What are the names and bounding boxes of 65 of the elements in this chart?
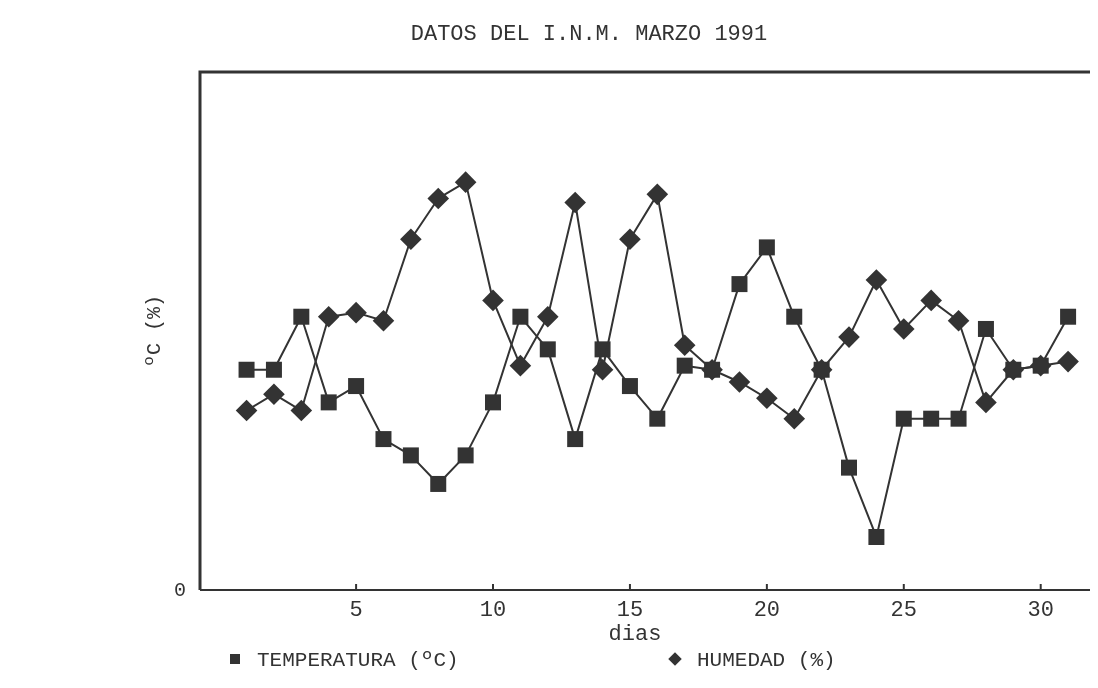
y-axis-title: ºC (%)	[143, 294, 166, 368]
point	[290, 399, 313, 422]
point	[372, 310, 395, 332]
point	[564, 191, 586, 214]
point	[758, 239, 775, 256]
point	[539, 341, 556, 358]
point	[238, 361, 255, 378]
point	[536, 305, 559, 328]
point	[728, 371, 751, 393]
point	[923, 410, 940, 427]
point	[673, 334, 696, 357]
point	[1060, 308, 1077, 325]
x-tick-label: 30	[1027, 598, 1054, 623]
point	[482, 289, 504, 312]
point	[567, 431, 584, 448]
point	[457, 447, 474, 464]
point	[947, 310, 970, 332]
point	[756, 387, 778, 410]
point	[317, 305, 340, 328]
point	[676, 357, 693, 374]
point	[920, 289, 942, 312]
point	[1057, 350, 1079, 373]
x-tick-label: 15	[616, 598, 644, 623]
point	[838, 326, 860, 348]
point	[977, 320, 994, 337]
legend-label: TEMPERATURA (ºC)	[257, 649, 459, 672]
point	[512, 308, 529, 325]
point	[892, 318, 915, 340]
point	[646, 183, 669, 206]
point	[265, 361, 282, 378]
x-tick-label: 5	[349, 598, 363, 623]
point	[485, 394, 502, 411]
point	[731, 276, 748, 293]
point	[454, 171, 477, 193]
point	[865, 269, 888, 291]
point	[950, 410, 967, 427]
legend-label: HUMEDAD (%)	[697, 649, 836, 672]
point	[621, 378, 638, 395]
x-axis-title: dias	[608, 622, 662, 647]
x-tick-label: 25	[890, 598, 917, 623]
point	[320, 394, 337, 411]
point	[345, 301, 367, 324]
point	[868, 528, 885, 545]
point	[591, 358, 614, 381]
point	[619, 228, 641, 251]
point	[841, 459, 858, 476]
x-tick-label: 10	[479, 598, 507, 623]
point	[509, 354, 532, 377]
point	[348, 378, 365, 395]
point	[975, 391, 997, 414]
point	[783, 407, 806, 430]
text: 0	[173, 579, 186, 602]
point	[430, 475, 447, 492]
point	[400, 228, 422, 251]
point	[375, 431, 392, 448]
x-tick-label: 20	[753, 598, 781, 623]
point	[402, 447, 419, 464]
point	[235, 399, 258, 422]
point	[649, 410, 666, 427]
point	[895, 410, 912, 427]
point	[293, 308, 310, 325]
point	[427, 187, 450, 210]
point	[263, 383, 285, 406]
chart-title: DATOS DEL I.N.M. MARZO 1991	[410, 22, 768, 47]
point	[786, 308, 803, 325]
